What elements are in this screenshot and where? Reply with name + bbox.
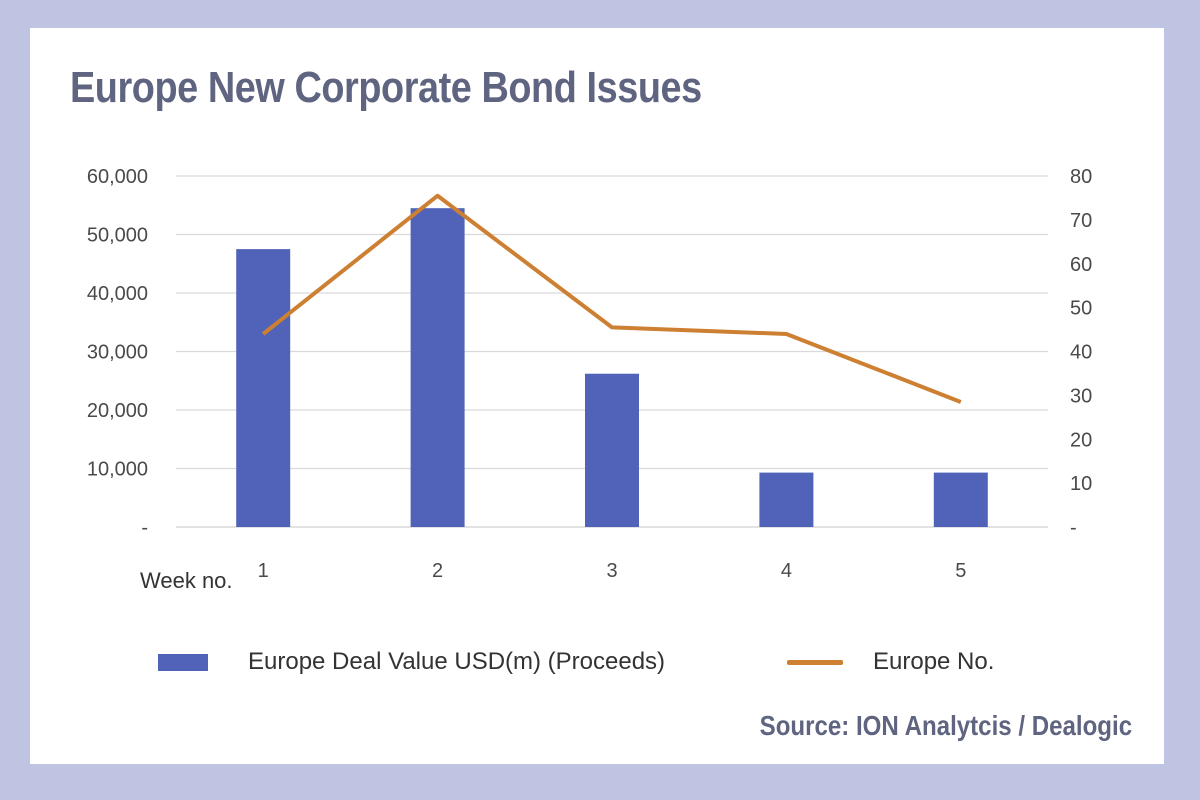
legend: Europe Deal Value USD(m) (Proceeds) Euro… [30,648,1164,688]
right-axis-ticks: - 10 20 30 40 50 60 70 80 [1070,166,1092,539]
x-axis-label: Week no. [140,568,233,593]
right-tick-label: 60 [1070,254,1092,276]
bar [410,208,465,528]
legend-line-swatch [787,659,843,665]
legend-label-bars: Europe Deal Value USD(m) (Proceeds) [248,648,666,675]
right-tick-label: 10 [1070,473,1092,495]
source-note: Source: ION Analytcis / Dealogic [759,710,1132,741]
bar [759,472,814,527]
bar [585,373,639,527]
bar-series [236,208,988,528]
left-axis-ticks: - 10,000 20,000 30,000 40,000 50,000 60,000 [87,166,148,539]
x-tick-label: 3 [606,560,617,582]
line-series [261,193,962,404]
left-tick-label: 10,000 [87,459,148,481]
right-tick-label: 20 [1070,429,1092,451]
right-tick-label: 50 [1070,298,1092,320]
right-tick-label: 80 [1070,166,1092,188]
bar [933,472,988,527]
x-tick-label: 1 [258,560,269,582]
right-tick-label: 30 [1070,385,1092,407]
legend-bar-swatch [158,653,208,671]
left-tick-label: 50,000 [87,225,148,247]
x-tick-label: 2 [432,560,443,582]
right-tick-label: - [1070,517,1077,539]
right-tick-label: 70 [1070,210,1092,232]
chart-area: - 10,000 20,000 30,000 40,000 50,000 60,000 - 1… [87,166,1092,593]
chart-card: Europe New Corporate Bond Issues - 10,000… [30,28,1164,764]
right-tick-label: 40 [1070,342,1092,364]
left-tick-label: 40,000 [87,283,148,305]
x-axis-ticks: 1 2 3 4 5 [258,560,967,582]
legend-label-line: Europe No. [873,648,995,675]
left-tick-label: - [141,517,148,539]
legend-item-bars: Europe Deal Value USD(m) (Proceeds) [158,648,665,676]
x-tick-label: 5 [955,560,966,582]
x-tick-label: 4 [781,560,792,582]
legend-item-line: Europe No. [787,648,994,676]
chart-title: Europe New Corporate Bond Issues [70,63,702,112]
left-tick-label: 20,000 [87,400,148,422]
left-tick-label: 30,000 [87,342,148,364]
left-tick-label: 60,000 [87,166,148,188]
bar [236,249,291,527]
